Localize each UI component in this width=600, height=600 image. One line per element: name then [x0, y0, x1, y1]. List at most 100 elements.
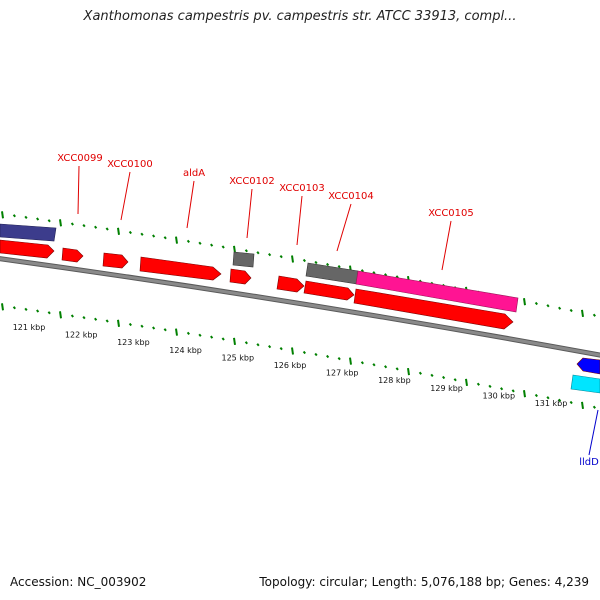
- outer-tick: [24, 215, 28, 220]
- inner-tick: [592, 405, 596, 409]
- inner-tick: [326, 354, 330, 359]
- inner-tick: [163, 328, 167, 332]
- outer-tick: [128, 230, 132, 235]
- inner-tick: [82, 315, 86, 320]
- scale-label: 125 kbp: [221, 353, 254, 362]
- gene-label-xcc0099: XCC0099: [57, 153, 103, 164]
- blue-gene-arrow: [576, 357, 600, 375]
- outer-tick: [534, 301, 538, 306]
- label-leader-line: [588, 409, 599, 456]
- outer-tick: [47, 219, 51, 223]
- inner-tick: [476, 382, 480, 386]
- outer-tick: [70, 222, 74, 226]
- outer-tick: [105, 227, 109, 231]
- scale-label: 130 kbp: [482, 391, 515, 400]
- scale-label: 122 kbp: [65, 331, 98, 340]
- inner-tick: [198, 333, 202, 337]
- cyan-gene-box: [570, 374, 600, 394]
- outer-tick: [36, 217, 40, 221]
- inner-tick: [279, 346, 283, 351]
- label-leader-line: [186, 180, 195, 229]
- inner-tick: [314, 352, 318, 357]
- inner-tick-track: [1, 303, 596, 410]
- gene-arrow: [229, 268, 252, 285]
- outer-tick: [372, 271, 376, 275]
- inner-tick: [256, 343, 260, 347]
- outer-tick: [221, 245, 225, 249]
- inner-tick: [105, 319, 109, 323]
- outer-tick: [569, 308, 573, 313]
- genome-backbone: [0, 256, 600, 358]
- scale-label: 124 kbp: [169, 346, 202, 355]
- scale-label: 121 kbp: [13, 323, 46, 332]
- magenta-gene-box: [355, 270, 519, 313]
- inner-tick: [140, 324, 144, 328]
- outer-tick: [558, 306, 562, 310]
- gene-label-alda: aldA: [183, 168, 205, 179]
- gene-arrow: [353, 288, 514, 330]
- scale-label: 123 kbp: [117, 338, 150, 347]
- inner-tick: [407, 367, 410, 376]
- inner-tick: [291, 347, 294, 355]
- inner-tick: [175, 328, 178, 336]
- genome-summary-text: Topology: circular; Length: 5,076,188 bp…: [259, 575, 589, 589]
- outer-tick: [523, 298, 526, 306]
- label-leader-line: [296, 195, 303, 246]
- outer-tick: [117, 227, 120, 235]
- inner-tick: [581, 401, 584, 410]
- inner-tick: [117, 319, 120, 327]
- outer-tick: [233, 245, 236, 254]
- inner-tick: [395, 367, 399, 371]
- outer-tick: [210, 243, 214, 247]
- label-leader-line: [441, 220, 452, 271]
- gene-arrow: [102, 252, 129, 269]
- inner-tick: [244, 341, 248, 345]
- inner-tick: [384, 365, 388, 369]
- inner-tick: [186, 331, 190, 336]
- inner-tick: [360, 361, 364, 365]
- scale-label: 131 kbp: [535, 399, 568, 408]
- scale-label: 128 kbp: [378, 376, 411, 385]
- inner-tick: [24, 307, 28, 312]
- inner-tick: [233, 337, 236, 346]
- backbone-core: [0, 257, 600, 357]
- gene-label-xcc0100: XCC0100: [107, 159, 153, 170]
- inner-tick: [453, 378, 457, 382]
- outer-tick: [94, 225, 98, 229]
- inner-tick: [558, 398, 562, 402]
- navy-gene-box: [0, 223, 57, 242]
- outer-tick: [337, 264, 341, 269]
- outer-tick: [302, 258, 306, 263]
- gene-label-xcc0104: XCC0104: [328, 191, 374, 202]
- label-leader-line: [77, 165, 80, 215]
- label-leader-lines: [77, 165, 599, 456]
- outer-tick: [268, 252, 272, 257]
- outer-tick: [326, 262, 330, 267]
- outer-tick: [256, 251, 260, 255]
- gray-gene-box: [232, 251, 255, 268]
- gene-label-xcc0105: XCC0105: [428, 208, 474, 219]
- accession-text: Accession: NC_003902: [10, 575, 147, 589]
- outer-tick: [163, 236, 167, 240]
- outer-tick: [140, 232, 144, 236]
- label-leader-line: [246, 188, 253, 239]
- inner-tick: [59, 311, 62, 319]
- scale-label: 126 kbp: [274, 361, 307, 370]
- outer-tick: [12, 214, 16, 218]
- inner-tick: [337, 356, 341, 361]
- outer-tick: [82, 223, 86, 228]
- label-leader-line: [336, 203, 352, 252]
- label-leader-line: [120, 171, 131, 221]
- inner-tick: [268, 344, 272, 349]
- inner-tick: [70, 314, 74, 318]
- inner-tick: [36, 309, 40, 313]
- inner-tick: [128, 322, 132, 327]
- outer-tick: [546, 304, 550, 308]
- outer-tick: [581, 309, 584, 318]
- inner-tick: [349, 357, 352, 365]
- map-title: Xanthomonas campestris pv. campestris st…: [83, 9, 517, 24]
- gene-arrow: [0, 239, 55, 259]
- inner-tick: [94, 317, 98, 321]
- scale-labels: 121 kbp 122 kbp 123 kbp 124 kbp 125 kbp 126 k…: [13, 323, 568, 408]
